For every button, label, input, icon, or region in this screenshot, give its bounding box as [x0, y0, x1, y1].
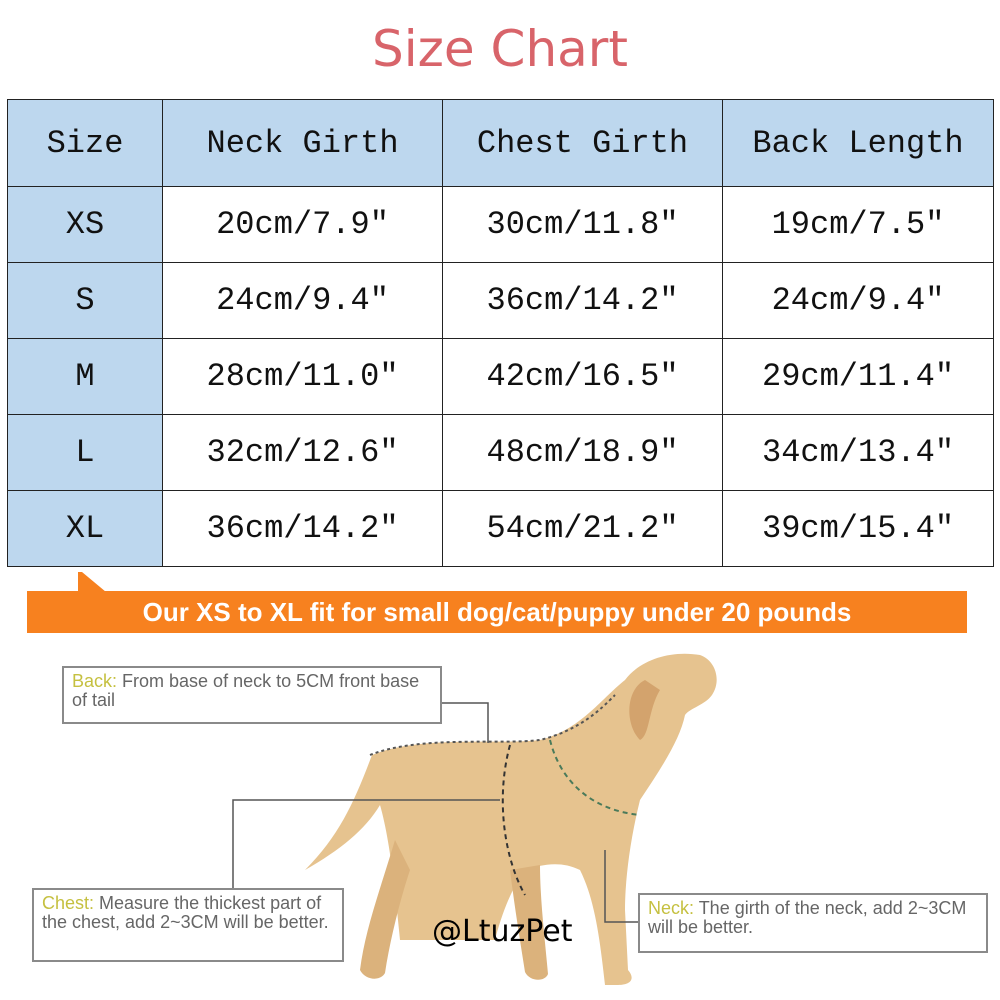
dog-body — [305, 653, 717, 985]
neck-cell: 24cm/9.4″ — [162, 262, 443, 339]
back-leader — [440, 702, 489, 743]
back-text: From base of neck to 5CM front base of t… — [72, 671, 420, 710]
size-cell: M — [7, 338, 163, 415]
chest-cell: 48cm/18.9″ — [442, 414, 723, 491]
dog-illustration — [232, 653, 717, 985]
size-cell: XL — [7, 490, 163, 567]
chest-leader — [232, 799, 500, 893]
back-cell: 29cm/11.4″ — [722, 338, 994, 415]
back-label: Back: — [72, 671, 118, 691]
neck-cell: 28cm/11.0″ — [162, 338, 443, 415]
neck-note: Neck: The girth of the neck, add 2~3CM w… — [638, 893, 988, 953]
banner-tab — [78, 572, 106, 592]
fit-banner: Our XS to XL fit for small dog/cat/puppy… — [27, 591, 967, 633]
back-measure-line — [369, 694, 616, 756]
table-row: XS 20cm/7.9″ 30cm/11.8″ 19cm/7.5″ — [7, 186, 994, 263]
dog-leg — [360, 840, 410, 979]
page-title: Size Chart — [372, 20, 628, 78]
back-cell: 34cm/13.4″ — [722, 414, 994, 491]
header-chest: Chest Girth — [442, 99, 723, 187]
size-cell: L — [7, 414, 163, 491]
chest-note: Chest: Measure the thickest part of the … — [32, 888, 344, 962]
neck-cell: 20cm/7.9″ — [162, 186, 443, 263]
back-cell: 24cm/9.4″ — [722, 262, 994, 339]
chest-cell: 36cm/14.2″ — [442, 262, 723, 339]
table-header-row: Size Neck Girth Chest Girth Back Length — [7, 99, 994, 187]
neck-text: The girth of the neck, add 2~3CM will be… — [648, 898, 967, 937]
dog-ear — [629, 680, 660, 740]
chest-measure-line — [501, 744, 526, 896]
size-cell: S — [7, 262, 163, 339]
neck-measure-line — [549, 739, 641, 816]
chest-cell: 30cm/11.8″ — [442, 186, 723, 263]
back-cell: 39cm/15.4″ — [722, 490, 994, 567]
table-row: S 24cm/9.4″ 36cm/14.2″ 24cm/9.4″ — [7, 262, 994, 339]
table-row: M 28cm/11.0″ 42cm/16.5″ 29cm/11.4″ — [7, 338, 994, 415]
chest-cell: 42cm/16.5″ — [442, 338, 723, 415]
header-size: Size — [7, 99, 163, 187]
table-row: L 32cm/12.6″ 48cm/18.9″ 34cm/13.4″ — [7, 414, 994, 491]
neck-leader — [604, 850, 638, 923]
chest-cell: 54cm/21.2″ — [442, 490, 723, 567]
dog-leg — [510, 865, 548, 980]
back-note: Back: From base of neck to 5CM front bas… — [62, 666, 442, 724]
header-back: Back Length — [722, 99, 994, 187]
neck-cell: 36cm/14.2″ — [162, 490, 443, 567]
header-neck: Neck Girth — [162, 99, 443, 187]
chest-text: Measure the thickest part of the chest, … — [42, 893, 329, 932]
neck-cell: 32cm/12.6″ — [162, 414, 443, 491]
watermark: @LtuzPet — [432, 914, 573, 949]
back-cell: 19cm/7.5″ — [722, 186, 994, 263]
size-table: Size Neck Girth Chest Girth Back Length … — [7, 99, 994, 567]
size-cell: XS — [7, 186, 163, 263]
table-row: XL 36cm/14.2″ 54cm/21.2″ 39cm/15.4″ — [7, 490, 994, 567]
neck-label: Neck: — [648, 898, 695, 918]
chest-label: Chest: — [42, 893, 95, 913]
